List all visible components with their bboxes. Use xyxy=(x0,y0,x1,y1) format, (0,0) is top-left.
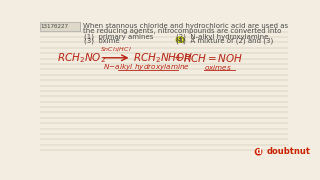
Text: doubtnut: doubtnut xyxy=(267,147,311,156)
Ellipse shape xyxy=(176,37,185,43)
FancyBboxPatch shape xyxy=(40,22,80,31)
Text: (2)  N-alkyl hydroxylamine: (2) N-alkyl hydroxylamine xyxy=(176,33,268,40)
Text: $SnCl_2/HCl$: $SnCl_2/HCl$ xyxy=(100,45,132,54)
Text: 13170227: 13170227 xyxy=(41,24,69,29)
Text: (1)  primary amines: (1) primary amines xyxy=(84,33,154,40)
Text: the reducing agents, nitrocompounds are converted into: the reducing agents, nitrocompounds are … xyxy=(83,28,281,34)
Text: $RCH_2NHOH$: $RCH_2NHOH$ xyxy=(133,51,193,65)
Text: (4)  A mixture of (2) and (3): (4) A mixture of (2) and (3) xyxy=(176,38,273,44)
Text: (3)  oxime: (3) oxime xyxy=(84,38,120,44)
Text: When stannous chloride and hydrochloric acid are used as: When stannous chloride and hydrochloric … xyxy=(83,23,288,29)
Text: $N\!-\!alkyl\ hydroxylamine$: $N\!-\!alkyl\ hydroxylamine$ xyxy=(103,62,190,72)
Text: (4): (4) xyxy=(175,36,185,43)
Text: $oximes$: $oximes$ xyxy=(204,62,232,71)
Ellipse shape xyxy=(255,148,262,156)
Text: d: d xyxy=(256,147,261,156)
Text: $RCH{=}NOH$: $RCH{=}NOH$ xyxy=(183,52,244,64)
Text: $+$: $+$ xyxy=(173,52,183,63)
Text: $RCH_2NO_2$: $RCH_2NO_2$ xyxy=(57,51,106,65)
